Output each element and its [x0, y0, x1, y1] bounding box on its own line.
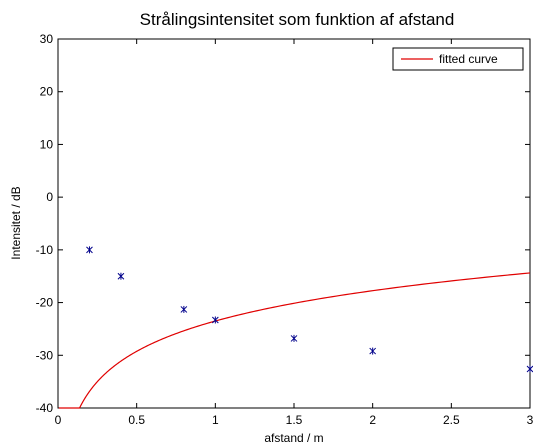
- x-tick-label: 2.5: [443, 413, 460, 427]
- y-tick-label: -20: [36, 296, 54, 310]
- x-tick-label: 1.5: [286, 413, 303, 427]
- legend: fitted curve: [392, 47, 524, 71]
- y-tick-label: 30: [40, 32, 54, 46]
- x-tick-label: 2: [369, 413, 376, 427]
- data-point: [180, 305, 188, 313]
- x-tick-label: 3: [527, 413, 533, 427]
- legend-box: [392, 47, 524, 71]
- x-axis-label: afstand / m: [264, 431, 323, 445]
- y-tick-label: -10: [36, 243, 54, 257]
- chart-title: Strålingsintensitet som funktion af afst…: [140, 10, 455, 29]
- y-axis-label: Intensitet / dB: [9, 186, 23, 259]
- y-tick-label: -40: [36, 401, 54, 415]
- x-tick-label: 1: [212, 413, 219, 427]
- y-tick-label: 20: [40, 85, 54, 99]
- data-point: [526, 365, 533, 373]
- x-tick-label: 0.5: [128, 413, 145, 427]
- data-point: [369, 347, 377, 355]
- data-point: [211, 316, 219, 324]
- x-tick-label: 0: [55, 413, 62, 427]
- fitted-curve-line: [58, 272, 531, 409]
- legend-label-fitted-curve: fitted curve: [439, 52, 498, 66]
- plot-area: [57, 38, 531, 409]
- y-tick-label: 10: [40, 137, 54, 151]
- axis-ticks: 0 0.5 1 1.5 2 2.5 3 -40 -30 -20 -10 0 10 20 30: [36, 32, 533, 427]
- points-layer: [86, 246, 533, 373]
- data-point: [290, 334, 298, 342]
- y-tick-label: 0: [46, 190, 53, 204]
- data-point: [86, 246, 93, 254]
- curve-layer: [58, 272, 531, 409]
- y-tick-label: -30: [36, 348, 54, 362]
- data-point: [117, 272, 125, 280]
